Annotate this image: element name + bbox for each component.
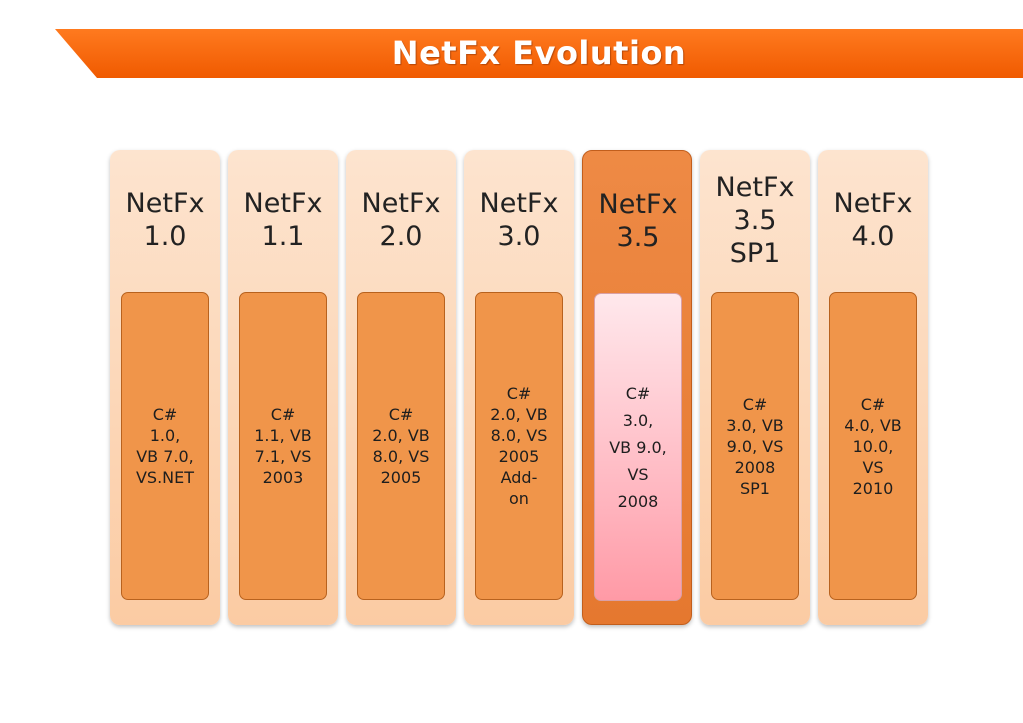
version-details: C# 1.1, VB 7.1, VS 2003 (254, 405, 312, 487)
version-name: NetFx 3.5 (598, 189, 678, 253)
version-details: C# 1.0, VB 7.0, VS.NET (135, 405, 195, 487)
version-details: C# 2.0, VB 8.0, VS 2005 Add- on (490, 384, 548, 508)
version-details: C# 2.0, VB 8.0, VS 2005 (372, 405, 430, 487)
version-column-4-0: NetFx 4.0 C# 4.0, VB 10.0, VS 2010 (818, 150, 928, 625)
version-name: NetFx 1.1 (243, 188, 323, 252)
version-details-box: C# 3.0, VB 9.0, VS 2008 SP1 (711, 292, 799, 600)
version-column-1-0: NetFx 1.0 C# 1.0, VB 7.0, VS.NET (110, 150, 220, 625)
version-name: NetFx 2.0 (361, 188, 441, 252)
version-name: NetFx 3.5 SP1 (715, 171, 795, 269)
version-name: NetFx 4.0 (833, 188, 913, 252)
version-column-2-0: NetFx 2.0 C# 2.0, VB 8.0, VS 2005 (346, 150, 456, 625)
version-details-box: C# 4.0, VB 10.0, VS 2010 (829, 292, 917, 600)
version-details-box: C# 2.0, VB 8.0, VS 2005 (357, 292, 445, 600)
version-column-3-5-sp1: NetFx 3.5 SP1 C# 3.0, VB 9.0, VS 2008 SP… (700, 150, 810, 625)
slide-title: NetFx Evolution (391, 34, 687, 72)
version-details-box: C# 1.0, VB 7.0, VS.NET (121, 292, 209, 600)
version-column-3-5-highlighted: NetFx 3.5 C# 3.0, VB 9.0, VS 2008 (582, 150, 692, 625)
version-column-3-0: NetFx 3.0 C# 2.0, VB 8.0, VS 2005 Add- o… (464, 150, 574, 625)
title-banner (55, 29, 1023, 78)
version-details: C# 3.0, VB 9.0, VS 2008 SP1 (726, 394, 784, 498)
version-name: NetFx 1.0 (125, 188, 205, 252)
version-details-box: C# 1.1, VB 7.1, VS 2003 (239, 292, 327, 600)
version-details-box: C# 2.0, VB 8.0, VS 2005 Add- on (475, 292, 563, 600)
version-details: C# 4.0, VB 10.0, VS 2010 (844, 394, 902, 498)
version-details: C# 3.0, VB 9.0, VS 2008 (609, 383, 667, 511)
version-details-box: C# 3.0, VB 9.0, VS 2008 (594, 293, 682, 601)
version-name: NetFx 3.0 (479, 188, 559, 252)
version-column-1-1: NetFx 1.1 C# 1.1, VB 7.1, VS 2003 (228, 150, 338, 625)
